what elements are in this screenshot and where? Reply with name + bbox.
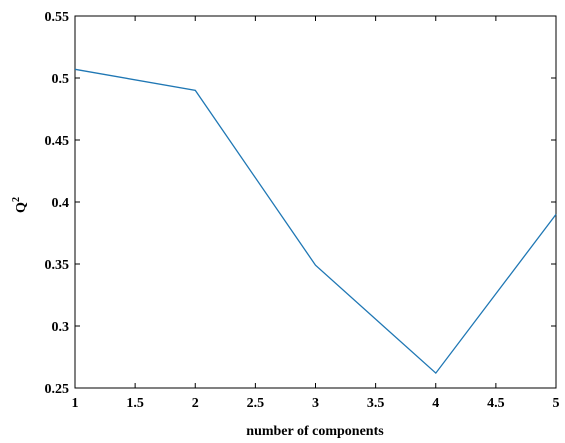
x-tick-label: 2 — [192, 396, 199, 411]
x-tick-label: 3 — [312, 396, 319, 411]
y-tick-label: 0.25 — [45, 382, 70, 397]
x-axis-label: number of components — [246, 424, 384, 438]
x-tick-label: 3.5 — [367, 396, 385, 411]
y-tick-label: 0.5 — [52, 72, 70, 87]
y-axis-label-text: Q — [14, 202, 29, 213]
y-tick-label: 0.3 — [52, 320, 70, 335]
x-tick-label: 5 — [553, 396, 560, 411]
y-axis-label-group: Q2 — [11, 197, 29, 213]
x-tick-label: 2.5 — [247, 396, 265, 411]
y-axis-label-superscript: 2 — [11, 197, 22, 202]
y-axis-label: Q2 — [11, 197, 29, 213]
x-tick-label: 1 — [72, 396, 79, 411]
x-tick-label: 4.5 — [487, 396, 505, 411]
plot-area — [75, 16, 556, 388]
x-tick-label: 4 — [432, 396, 439, 411]
y-tick-label: 0.55 — [45, 10, 70, 25]
y-tick-label: 0.35 — [45, 258, 70, 273]
y-tick-label: 0.45 — [45, 134, 70, 149]
y-tick-label: 0.4 — [52, 196, 70, 211]
x-tick-label: 1.5 — [126, 396, 144, 411]
